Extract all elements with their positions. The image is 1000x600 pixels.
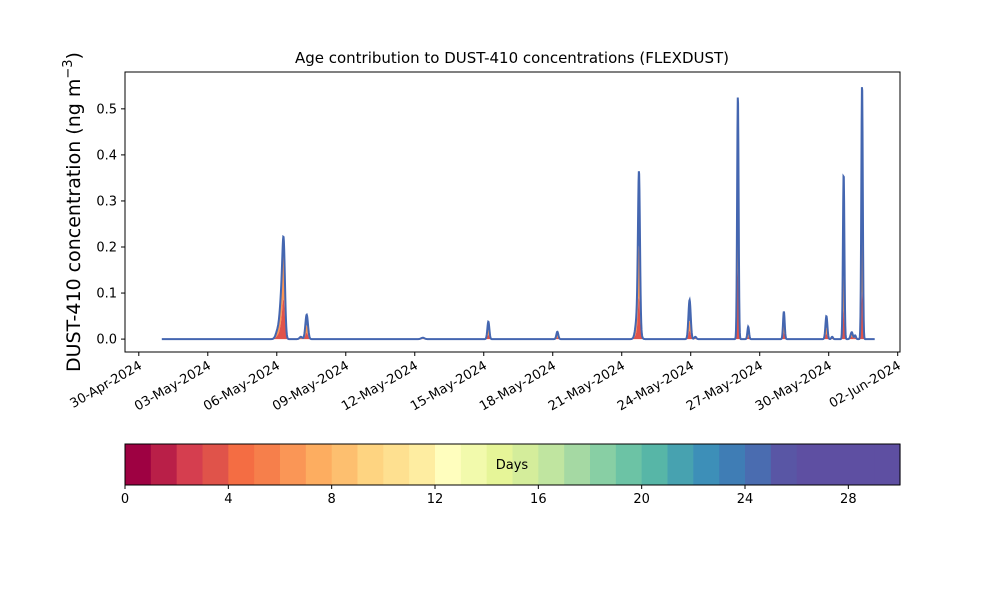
area-old-age xyxy=(161,87,875,340)
chart-title: Age contribution to DUST-410 concentrati… xyxy=(295,49,729,67)
y-tick-label: 0.5 xyxy=(96,102,117,117)
y-axis-label-main: DUST-410 concentration (ng m xyxy=(63,79,85,372)
colorbar-bin xyxy=(667,444,694,485)
y-axis: 0.0 0.1 0.2 0.3 0.4 0.5 xyxy=(96,102,125,348)
y-tick-label: 0.4 xyxy=(96,148,117,163)
colorbar-bin xyxy=(822,444,849,485)
colorbar-tick-label: 12 xyxy=(427,492,444,507)
colorbar-bin xyxy=(641,444,669,485)
series-total-line xyxy=(161,87,875,341)
colorbar-bin xyxy=(383,444,410,485)
y-tick-label: 0.1 xyxy=(96,287,117,302)
colorbar-bin xyxy=(796,444,824,485)
colorbar-bin xyxy=(280,444,307,485)
colorbar-bin xyxy=(745,444,772,485)
colorbar-bin xyxy=(150,444,178,485)
x-tick-label: 27-May-2024 xyxy=(684,358,766,414)
colorbar-bin xyxy=(512,444,539,485)
colorbar-bin xyxy=(202,444,229,485)
x-axis: 30-Apr-202403-May-202406-May-202409-May-… xyxy=(68,352,904,414)
x-tick-label: 21-May-2024 xyxy=(546,358,628,414)
colorbar-tick-label: 16 xyxy=(530,492,547,507)
colorbar-tick-label: 24 xyxy=(737,492,754,507)
y-axis-label-sup: −3 xyxy=(61,59,76,78)
colorbar-bin xyxy=(615,444,643,485)
colorbar-ticks: 0 4 8 12 16 20 24 28 xyxy=(121,485,857,507)
x-tick-label: 03-May-2024 xyxy=(132,358,214,414)
area-young-age xyxy=(161,269,875,340)
colorbar-bin xyxy=(564,444,591,485)
colorbar-bin xyxy=(254,444,281,485)
colorbar-bin xyxy=(331,444,359,485)
x-tick-label: 30-May-2024 xyxy=(753,358,835,414)
colorbar-bin xyxy=(486,444,514,485)
y-tick-label: 0.0 xyxy=(96,333,117,348)
x-tick-label: 24-May-2024 xyxy=(615,358,697,414)
area-mid-age xyxy=(161,184,875,340)
colorbar-bin xyxy=(125,444,152,485)
colorbar-bin xyxy=(357,444,384,485)
colorbar-label: Days xyxy=(496,458,529,473)
y-tick-label: 0.2 xyxy=(96,241,117,256)
colorbar-bin xyxy=(693,444,720,485)
colorbar-bin xyxy=(770,444,798,485)
x-tick-label: 02-Jun-2024 xyxy=(827,358,904,411)
axes-frame xyxy=(124,71,901,353)
colorbar-frame xyxy=(124,443,901,486)
y-axis-label-close: ) xyxy=(63,52,85,59)
colorbar-bin xyxy=(848,444,875,485)
colorbar-bin xyxy=(874,444,901,485)
colorbar-bin xyxy=(460,444,488,485)
y-axis-label: DUST-410 concentration (ng m−3) xyxy=(61,52,85,372)
colorbar-tick-label: 28 xyxy=(840,492,857,507)
x-tick-label: 09-May-2024 xyxy=(270,358,352,414)
x-tick-label: 18-May-2024 xyxy=(477,358,559,414)
colorbar-bin xyxy=(538,444,565,485)
colorbar-bin xyxy=(590,444,617,485)
plot-data-layer xyxy=(161,87,875,341)
colorbar-tick-label: 4 xyxy=(224,492,232,507)
colorbar-tick-label: 20 xyxy=(633,492,650,507)
colorbar-bin xyxy=(228,444,255,485)
colorbar-bin xyxy=(719,444,746,485)
x-tick-label: 12-May-2024 xyxy=(339,358,421,414)
colorbar-tick-label: 0 xyxy=(121,492,129,507)
colorbar-tick-label: 8 xyxy=(328,492,336,507)
x-tick-label: 15-May-2024 xyxy=(408,358,490,414)
colorbar-bin xyxy=(176,444,204,485)
x-tick-label: 06-May-2024 xyxy=(201,358,283,414)
colorbar-bin xyxy=(409,444,436,485)
colorbar-bin xyxy=(435,444,462,485)
colorbar-bin xyxy=(305,444,333,485)
colorbar xyxy=(125,444,901,485)
y-tick-label: 0.3 xyxy=(96,194,117,209)
